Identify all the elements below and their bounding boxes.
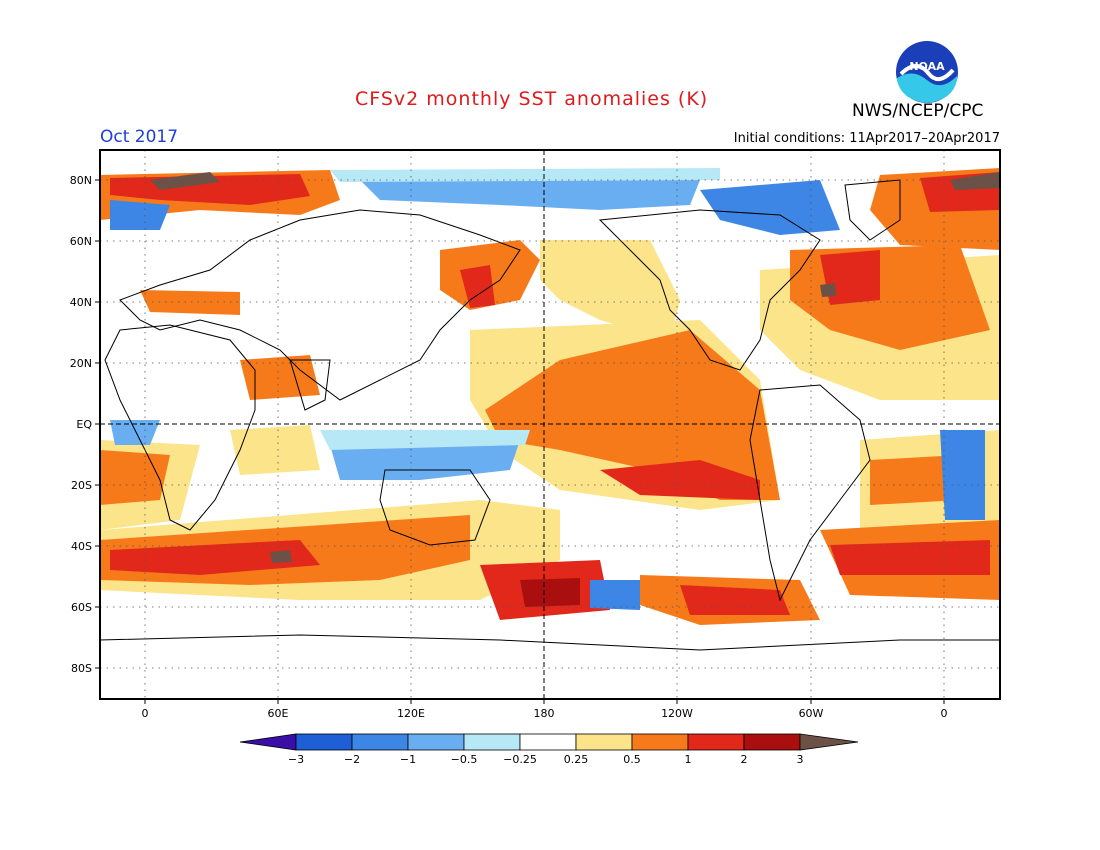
anomaly-region-south-pacific-east-red: [680, 585, 790, 615]
latitude-axis-labels: 80N 60N 40N 20N EQ 20S 40S 60S 80S: [70, 174, 93, 675]
anomaly-region-arctic-brown: [150, 172, 220, 190]
lon-label: 0: [941, 707, 948, 720]
graticule: [100, 150, 1000, 699]
anomaly-region-south-atl-east-orange: [870, 455, 960, 505]
anomaly-region-south-atlantic-orange: [100, 450, 170, 505]
lon-label: 60W: [799, 707, 824, 720]
anomaly-region-arabian-sea: [240, 355, 320, 400]
lon-label: 120E: [397, 707, 425, 720]
landmass-north-america: [598, 209, 821, 371]
longitude-axis-labels: 0 60E 120E 180 120W 60W 0: [142, 707, 948, 720]
anomaly-region-southern-ocean-brown: [270, 550, 292, 563]
colorbar-swatch: [631, 733, 689, 751]
colorbar-swatch: [519, 733, 577, 751]
lat-label: 20N: [70, 357, 92, 370]
colorbar-low-arrow: [239, 733, 297, 751]
anomaly-region-arctic-east-cool: [360, 180, 700, 210]
anomaly-region-arctic-right-brown: [950, 172, 1000, 190]
landmass-south-america: [749, 384, 871, 602]
lon-label: 60E: [268, 707, 289, 720]
colorbar-label: 0.25: [564, 753, 589, 766]
colorbar-swatch: [295, 733, 353, 751]
chart-title: CFSv2 monthly SST anomalies (K): [355, 88, 709, 110]
colorbar-high-arrow: [799, 733, 859, 751]
colorbar-label: 1: [685, 753, 692, 766]
colorbar-label: −0.25: [503, 753, 537, 766]
anomaly-region-southern-ocean-red: [110, 540, 320, 575]
anomaly-region-south-cool-east: [940, 430, 985, 520]
lon-label: 0: [142, 707, 149, 720]
colorbar-swatch: [743, 733, 801, 751]
anomaly-region-arctic-east-cool-light: [330, 168, 720, 182]
noaa-logo-text: NOAA: [909, 60, 945, 73]
lat-label: 80N: [70, 174, 92, 187]
lat-label: 80S: [71, 662, 92, 675]
lon-label: 180: [534, 707, 555, 720]
anomaly-region-maritime-continent-cool: [330, 440, 520, 480]
anomaly-region-mediterranean: [140, 290, 240, 315]
anomaly-region-south-pacific-darkred: [520, 578, 580, 607]
landmass-antarctica: [100, 634, 1000, 699]
equator-dateline: [100, 150, 1000, 699]
colorbar-swatch: [687, 733, 745, 751]
colorbar-label: −3: [288, 753, 304, 766]
anomaly-region-nw-cool: [110, 200, 170, 230]
anomaly-region-north-atlantic-brown: [820, 283, 836, 297]
colorbar-swatch: [575, 733, 633, 751]
landmass-india: [289, 359, 331, 411]
valid-month-label: Oct 2017: [100, 127, 179, 147]
landmass-greenland: [844, 179, 901, 241]
lon-label: 120W: [661, 707, 693, 720]
anomaly-region-maritime-continent-light: [320, 430, 530, 450]
lat-label: 40N: [70, 296, 92, 309]
agency-label: NWS/NCEP/CPC: [852, 101, 984, 121]
anomaly-region-kuroshio-red: [460, 265, 495, 308]
axis-ticks: [95, 179, 945, 704]
anomaly-region-south-cool-atlantic: [110, 420, 160, 445]
colorbar-label: 2: [741, 753, 748, 766]
lat-label: 20S: [71, 479, 92, 492]
landmass-europe-asia: [119, 209, 521, 401]
colorbar-label: 0.5: [623, 753, 641, 766]
lat-label: EQ: [76, 418, 92, 431]
lat-label: 60S: [71, 601, 92, 614]
landmass-africa: [104, 324, 256, 531]
colorbar-swatch: [407, 733, 465, 751]
colorbar-label: −1: [400, 753, 416, 766]
anomaly-region-south-atlantic-south-red: [830, 540, 990, 575]
lat-label: 40S: [71, 540, 92, 553]
colorbar-swatch: [351, 733, 409, 751]
colorbar: −3 −2 −1 −0.5 −0.25 0.25 0.5 1 2 3: [239, 733, 859, 766]
lat-label: 60N: [70, 235, 92, 248]
land-outlines: [100, 179, 1000, 699]
colorbar-label: −2: [344, 753, 360, 766]
anomaly-region-tropical-pacific-red: [600, 460, 760, 500]
anomaly-region-arctic-west-cool: [700, 180, 840, 235]
anomaly-region-west-indian: [230, 425, 320, 475]
colorbar-swatch: [463, 733, 521, 751]
anomaly-region-tropical-pacific-orange: [485, 330, 780, 500]
initial-conditions-label: Initial conditions: 11Apr2017–20Apr2017: [733, 131, 1000, 146]
colorbar-label: 3: [797, 753, 804, 766]
noaa-logo-icon: NOAA: [896, 41, 958, 103]
anomaly-region-north-atlantic-red: [820, 250, 880, 305]
landmass-australia: [379, 469, 491, 546]
colorbar-label: −0.5: [451, 753, 478, 766]
anomaly-region-south-pacific-cool: [590, 580, 640, 610]
